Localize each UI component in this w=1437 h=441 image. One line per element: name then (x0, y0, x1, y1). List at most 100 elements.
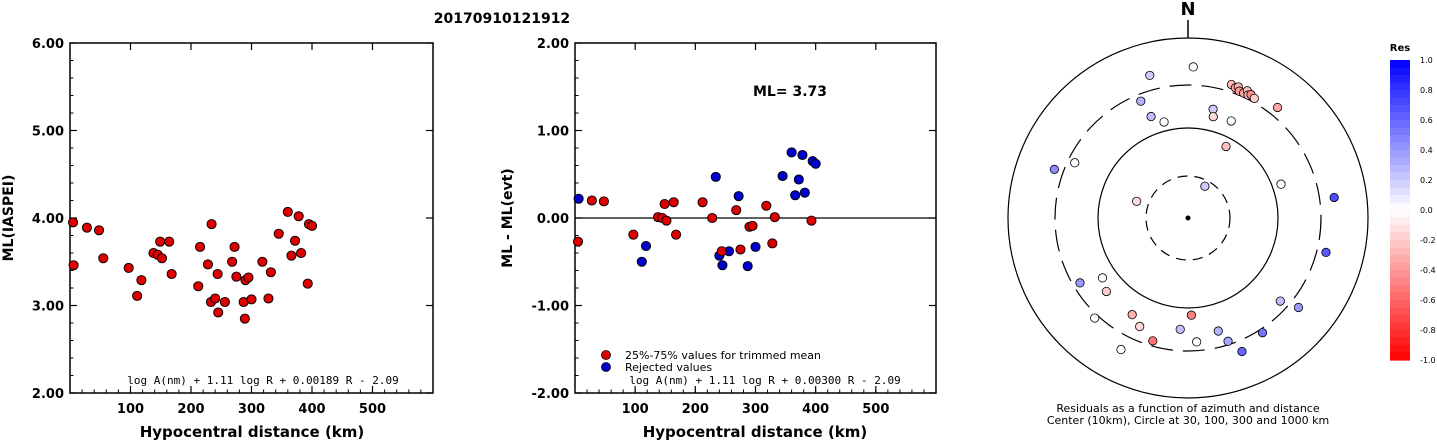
plot2-point-rejected (810, 158, 821, 169)
colorbar-segment (1390, 352, 1410, 361)
colorbar-tick-label: 0.6 (1420, 116, 1433, 125)
plot1-point (123, 262, 134, 273)
plot1-ytick-label: 2.00 (32, 387, 64, 402)
plot1-point (210, 293, 221, 304)
station-marker (1257, 328, 1268, 338)
colorbar-segment (1390, 60, 1410, 69)
plot2-point-trimmed (572, 236, 584, 247)
plot1-ytick-label: 5.00 (32, 125, 64, 140)
plot1-xtick-label: 400 (298, 402, 325, 417)
colorbar-segment (1390, 255, 1410, 264)
colorbar-segment (1390, 67, 1410, 76)
plot2-point-rejected (733, 191, 744, 202)
colorbar-tick-label: -0.2 (1420, 236, 1436, 245)
colorbar-tick-label: 0.4 (1420, 146, 1433, 155)
station-marker (1127, 310, 1137, 320)
plot2-point-rejected (636, 256, 647, 267)
station-marker (1321, 247, 1331, 258)
colorbar-segment (1390, 180, 1410, 189)
station-marker (1275, 296, 1285, 306)
station-marker (1116, 344, 1126, 355)
plot2-point-rejected (790, 190, 801, 201)
plot1-xtick-label: 300 (238, 402, 265, 417)
plot2-point-trimmed (671, 229, 682, 240)
plot1-point (265, 267, 276, 278)
plot1-point (206, 219, 217, 230)
colorbar-segment (1390, 82, 1410, 91)
plot1-point (273, 228, 284, 239)
plot2-xtick-label: 500 (862, 402, 889, 417)
station-marker (1159, 117, 1169, 127)
plot1-point (257, 256, 268, 267)
colorbar-segment (1390, 150, 1410, 159)
plot1-point (286, 250, 297, 261)
plot1-point (155, 236, 166, 247)
plot1-point (193, 281, 204, 292)
plot1-point (195, 241, 206, 252)
plot1-point (306, 220, 318, 231)
polar-caption-line1: Residuals as a function of azimuth and d… (1056, 402, 1319, 415)
station-marker (1136, 96, 1146, 106)
station-marker (1145, 70, 1155, 81)
colorbar-segment (1390, 90, 1410, 99)
plot2-formula: log A(nm) + 1.11 log R + 0.00300 R - 2.0… (629, 374, 901, 387)
colorbar-title: Res (1390, 43, 1410, 54)
plot1-point (67, 217, 79, 228)
station-marker (1329, 192, 1339, 203)
plot2-point-trimmed (761, 200, 772, 211)
colorbar-segment (1390, 315, 1410, 324)
station-marker (1213, 326, 1223, 336)
station-marker (1188, 62, 1198, 72)
station-marker (1293, 302, 1304, 313)
plot2-point-rejected (742, 261, 753, 272)
residual-vs-distance-plot: ML - ML(evt) Hypocentral distance (km) M… (500, 37, 937, 441)
plot2-point-trimmed (586, 195, 597, 206)
legend-label-trimmed: 25%-75% values for trimmed mean (625, 349, 821, 362)
plot1-ylabel: ML(IASPEI) (1, 175, 17, 262)
plot1-point (156, 253, 168, 264)
legend-marker-trimmed (601, 350, 611, 360)
plot1-xlabel: Hypocentral distance (km) (140, 423, 365, 441)
colorbar-tick-label: -0.8 (1420, 326, 1436, 335)
station-marker (1148, 336, 1158, 346)
station-marker (1175, 324, 1185, 334)
plot2-xtick-label: 300 (742, 402, 769, 417)
plot1-point (202, 259, 213, 270)
plot2-xtick-label: 100 (622, 402, 649, 417)
colorbar: 1.0 0.8 0.6 0.4 0.2 0.0 -0.2 -0.4 -0.6 -0.8 -1.0 (1390, 56, 1436, 365)
plot1-point (231, 271, 242, 282)
station-marker (1192, 337, 1202, 347)
colorbar-segment (1390, 165, 1410, 174)
plot1-ytick-label: 6.00 (32, 37, 64, 52)
north-label: N (1180, 0, 1195, 20)
plot1-point (282, 206, 293, 217)
plot2-ytick-label: 1.00 (537, 125, 569, 140)
legend-marker-rejected (601, 362, 611, 372)
station-marker (1097, 273, 1108, 283)
station-marker (1276, 179, 1286, 189)
plot1-point (136, 275, 147, 286)
plot1-point (246, 294, 257, 305)
station-marker (1075, 278, 1085, 288)
colorbar-tick-label: 1.0 (1420, 56, 1433, 65)
epicenter-marker (1185, 215, 1191, 221)
plot2-point-rejected (793, 174, 804, 185)
colorbar-segment (1390, 292, 1410, 301)
plot2-point-rejected (717, 260, 728, 271)
plot1-point (239, 313, 250, 324)
colorbar-segment (1390, 142, 1410, 151)
event-title: 20170910121912 (434, 11, 570, 27)
plot2-point-trimmed (668, 197, 679, 208)
colorbar-segment (1390, 270, 1410, 279)
station-marker (1132, 196, 1142, 206)
plot1-ytick-label: 3.00 (32, 300, 64, 315)
colorbar-segment (1390, 307, 1410, 316)
plot2-point-rejected (710, 171, 721, 182)
plot1-formula: log A(nm) + 1.11 log R + 0.00189 R - 2.0… (127, 374, 399, 387)
plot1-xtick-label: 200 (177, 402, 204, 417)
colorbar-segment (1390, 195, 1410, 204)
plot2-point-trimmed (707, 212, 718, 224)
plot1-point (293, 211, 304, 222)
legend-label-rejected: Rejected values (625, 361, 712, 374)
colorbar-tick-label: -1.0 (1420, 356, 1436, 365)
